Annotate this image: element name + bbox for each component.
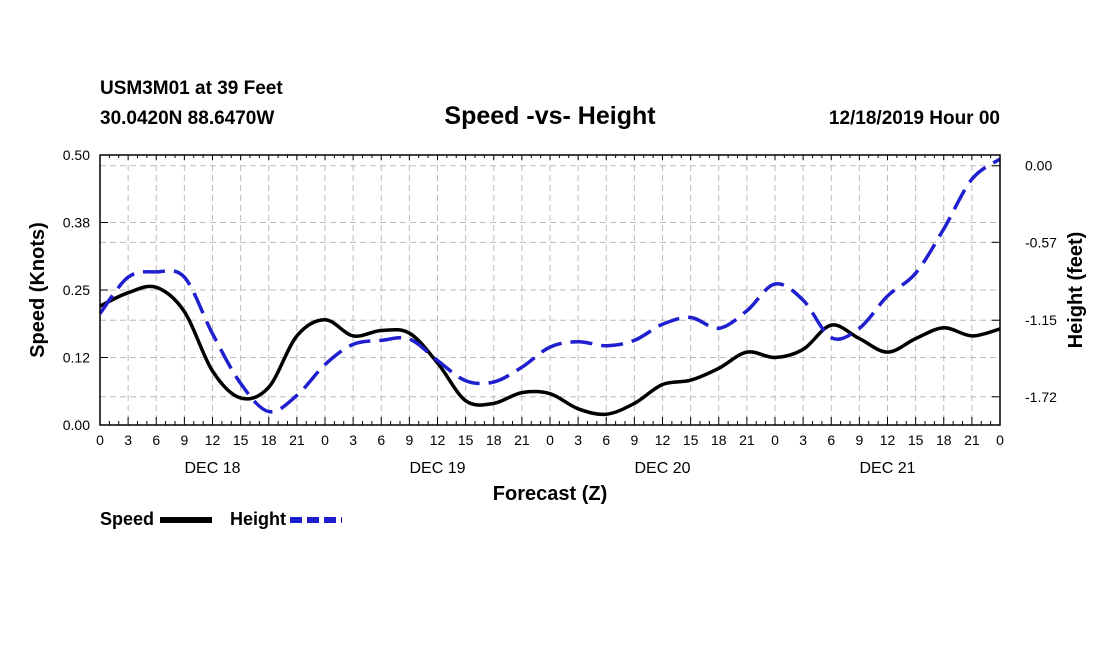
day-label: DEC 21 [859,460,915,477]
x-tick-label: 6 [152,432,160,448]
grid-lines [100,155,1000,425]
day-label: DEC 19 [409,460,465,477]
x-tick-label: 21 [289,432,305,448]
y-left-tick-label: 0.50 [63,147,90,163]
x-tick-label: 15 [233,432,249,448]
date-label: 12/18/2019 Hour 00 [829,108,1000,129]
x-tick-label: 21 [964,432,980,448]
x-tick-label: 0 [771,432,779,448]
coords-label: 30.0420N 88.6470W [100,108,274,129]
x-tick-label: 9 [405,432,413,448]
x-tick-label: 3 [799,432,807,448]
axis-tick-labels: 0 3 6 9 12 15 18 21 0 3 6 9 12 15 18 21 0 3 6 9 12 15 18 21 0 3 6 9… [63,147,1057,477]
x-tick-label: 18 [261,432,277,448]
y-left-tick-label: 0.00 [63,417,90,433]
station-label: USM3M01 at 39 Feet [100,78,283,99]
day-label: DEC 18 [184,460,240,477]
y-left-tick-label: 0.25 [63,282,90,298]
y-right-tick-label: -0.57 [1025,234,1057,250]
x-tick-label: 0 [996,432,1004,448]
x-tick-label: 0 [96,432,104,448]
y-right-tick-label: -1.15 [1025,312,1057,328]
y-axis-right-label: Height (feet) [1065,232,1087,349]
axis-ticks [99,154,1001,426]
x-tick-label: 12 [880,432,896,448]
x-tick-label: 15 [908,432,924,448]
x-tick-label: 3 [349,432,357,448]
x-tick-label: 6 [602,432,610,448]
x-tick-label: 3 [574,432,582,448]
x-axis-label: Forecast (Z) [493,483,607,505]
x-tick-label: 21 [514,432,530,448]
x-tick-label: 9 [855,432,863,448]
x-tick-label: 15 [458,432,474,448]
y-right-tick-label: -1.72 [1025,389,1057,405]
y-left-tick-label: 0.12 [63,350,90,366]
x-tick-label: 6 [377,432,385,448]
x-tick-label: 15 [683,432,699,448]
chart-title: Speed -vs- Height [444,102,656,130]
x-tick-label: 18 [936,432,952,448]
x-tick-label: 0 [321,432,329,448]
x-tick-label: 18 [711,432,727,448]
x-tick-label: 0 [546,432,554,448]
height-series-line [98,157,1002,414]
x-tick-label: 6 [827,432,835,448]
x-tick-label: 9 [180,432,188,448]
x-tick-label: 12 [430,432,446,448]
x-tick-label: 18 [486,432,502,448]
y-axis-left-label: Speed (Knots) [27,222,49,358]
y-left-tick-label: 0.38 [63,215,90,231]
legend-height-label: Height [230,509,286,529]
x-tick-label: 12 [205,432,221,448]
x-tick-label: 12 [655,432,671,448]
x-tick-label: 21 [739,432,755,448]
day-label: DEC 20 [634,460,690,477]
y-right-tick-label: 0.00 [1025,158,1052,174]
series-layer [98,157,1002,417]
x-tick-label: 3 [124,432,132,448]
x-tick-label: 9 [630,432,638,448]
legend-speed-label: Speed [100,509,154,529]
